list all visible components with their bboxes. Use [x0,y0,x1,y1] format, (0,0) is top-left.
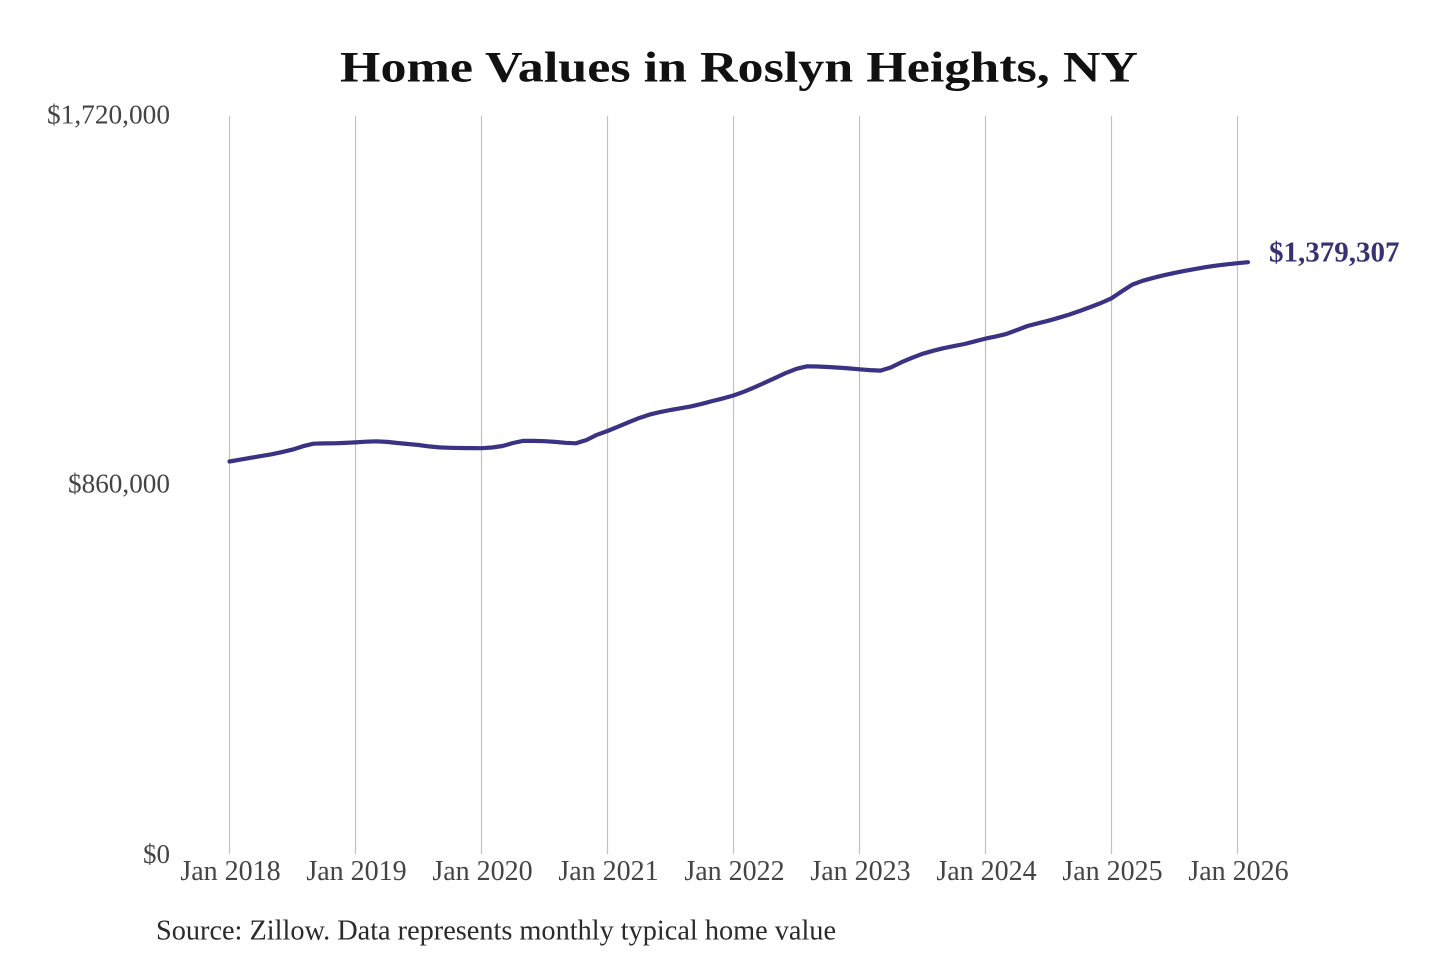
svg-text:Jan 2025: Jan 2025 [1062,856,1162,887]
svg-text:$0: $0 [143,839,170,869]
svg-text:$1,379,307: $1,379,307 [1269,237,1400,269]
svg-text:Home Values in Roslyn Heights,: Home Values in Roslyn Heights, NY [340,45,1138,92]
svg-text:Jan 2022: Jan 2022 [684,856,784,887]
svg-text:Jan 2023: Jan 2023 [810,856,910,887]
svg-text:Jan 2024: Jan 2024 [936,856,1036,887]
svg-text:Jan 2018: Jan 2018 [180,856,280,887]
svg-text:Jan 2020: Jan 2020 [432,856,532,887]
svg-text:Jan 2019: Jan 2019 [306,856,406,887]
svg-text:Jan 2026: Jan 2026 [1188,856,1288,887]
svg-text:Jan 2021: Jan 2021 [558,856,658,887]
svg-text:Source: Zillow. Data represent: Source: Zillow. Data represents monthly … [156,916,836,947]
svg-text:$860,000: $860,000 [68,469,170,499]
svg-text:$1,720,000: $1,720,000 [47,100,170,130]
